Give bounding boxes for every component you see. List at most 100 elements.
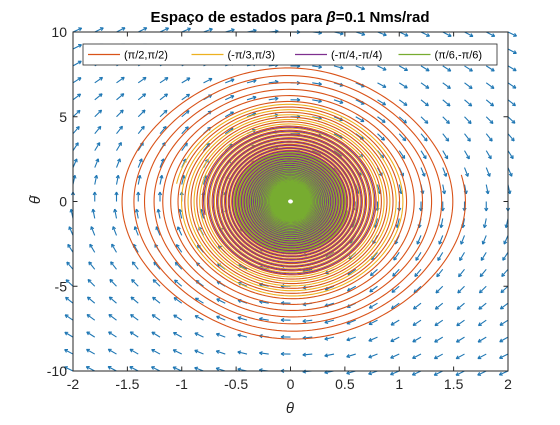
- quiver-arrow: [325, 337, 334, 340]
- quiver-arrow: [478, 320, 486, 325]
- quiver-arrow: [73, 61, 81, 66]
- quiver-arrow: [109, 332, 117, 337]
- quiver-arrow: [90, 244, 95, 252]
- y-tick-label: 10: [51, 24, 67, 40]
- quiver-arrow: [479, 286, 486, 293]
- quiver-arrow: [334, 66, 343, 69]
- quiver-arrow: [86, 367, 94, 371]
- quiver-arrow: [369, 337, 378, 341]
- quiver-arrow: [67, 262, 73, 269]
- quiver-arrow: [500, 354, 508, 358]
- quiver-arrow: [65, 350, 73, 354]
- quiver-arrow: [65, 332, 73, 337]
- quiver-arrow: [112, 244, 117, 252]
- quiver-arrow: [116, 175, 119, 184]
- quiver-arrow: [117, 142, 122, 150]
- quiver-arrow: [115, 192, 118, 202]
- quiver-arrow: [508, 168, 512, 177]
- quiver-arrow: [93, 192, 96, 202]
- quiver-arrow: [500, 320, 508, 325]
- quiver-arrow: [195, 350, 204, 354]
- quiver-arrow: [204, 78, 212, 82]
- quiver-arrow: [421, 32, 430, 36]
- quiver-arrow: [399, 66, 407, 71]
- quiver-arrow: [68, 244, 73, 252]
- quiver-arrow: [334, 100, 343, 104]
- y-tick-label: 5: [59, 109, 67, 125]
- quiver-arrow: [131, 297, 138, 303]
- quiver-arrow: [138, 143, 143, 151]
- quiver-arrow: [378, 32, 387, 36]
- quiver-arrow: [182, 28, 191, 32]
- quiver-arrow: [465, 100, 472, 106]
- legend-label: (π/6,-π/6): [435, 50, 483, 62]
- x-tick-label: -0.5: [224, 376, 248, 392]
- quiver-arrow: [421, 100, 428, 106]
- x-tick-label: 2: [504, 376, 512, 392]
- quiver-arrow: [130, 332, 138, 337]
- quiver-arrow: [95, 126, 101, 133]
- quiver-arrow: [356, 66, 365, 70]
- x-axis-label: θ: [286, 400, 294, 417]
- quiver-arrow: [399, 83, 407, 88]
- quiver-arrow: [443, 32, 451, 36]
- quiver-arrow: [130, 367, 138, 371]
- quiver-arrow: [138, 28, 147, 32]
- quiver-arrow: [508, 32, 517, 36]
- quiver-arrow: [421, 66, 429, 71]
- quiver-arrow: [465, 151, 470, 159]
- quiver-arrow: [65, 315, 73, 320]
- quiver-arrow: [440, 218, 443, 227]
- quiver-arrow: [460, 252, 465, 260]
- quiver-arrow: [325, 354, 334, 357]
- x-tick-label: -2: [67, 376, 80, 392]
- quiver-arrow: [435, 303, 442, 309]
- quiver-arrow: [443, 117, 450, 124]
- quiver-arrow: [160, 78, 168, 83]
- quiver-arrow: [66, 297, 73, 303]
- quiver-arrow: [173, 367, 182, 371]
- quiver-arrow: [465, 117, 472, 124]
- quiver-arrow: [378, 66, 387, 70]
- quiver-arrow: [465, 134, 471, 142]
- quiver-arrow: [391, 337, 399, 341]
- quiver-arrow: [486, 100, 493, 106]
- quiver-arrow: [152, 315, 160, 320]
- legend-label: (π/2,π/2): [124, 50, 168, 62]
- x-tick-label: 1.5: [444, 376, 464, 392]
- quiver-arrow: [442, 185, 445, 194]
- quiver-arrow: [369, 354, 378, 358]
- quiver-arrow: [458, 286, 465, 293]
- quiver-arrow: [113, 227, 117, 236]
- quiver-arrow: [486, 83, 494, 89]
- quiver-arrow: [238, 317, 247, 320]
- legend-label: (-π/3,π/3): [228, 50, 276, 62]
- quiver-arrow: [436, 286, 443, 293]
- quiver-arrow: [151, 367, 160, 371]
- quiver-arrow: [303, 370, 312, 373]
- quiver-arrow: [391, 354, 400, 358]
- chart-title: Espaço de estados para β=0.1 Nms/rad: [150, 9, 429, 26]
- quiver-arrow: [303, 319, 312, 322]
- quiver-arrow: [443, 151, 448, 159]
- quiver-arrow: [421, 168, 425, 177]
- quiver-arrow: [486, 32, 494, 36]
- quiver-arrow: [413, 320, 421, 325]
- quiver-arrow: [73, 127, 79, 134]
- quiver-arrow: [413, 337, 421, 342]
- quiver-arrow: [435, 320, 443, 325]
- quiver-arrow: [138, 94, 145, 100]
- quiver-arrow: [87, 332, 95, 337]
- quiver-arrow: [412, 371, 421, 375]
- quiver-arrow: [130, 349, 138, 354]
- quiver-arrow: [347, 354, 356, 357]
- quiver-arrow: [378, 83, 386, 88]
- quiver-arrow: [508, 49, 516, 53]
- quiver-arrow: [87, 297, 94, 303]
- quiver-arrow: [312, 65, 321, 68]
- quiver-arrow: [508, 66, 516, 71]
- title-suffix: =0.1 Nms/rad: [336, 9, 430, 26]
- quiver-arrow: [347, 337, 356, 341]
